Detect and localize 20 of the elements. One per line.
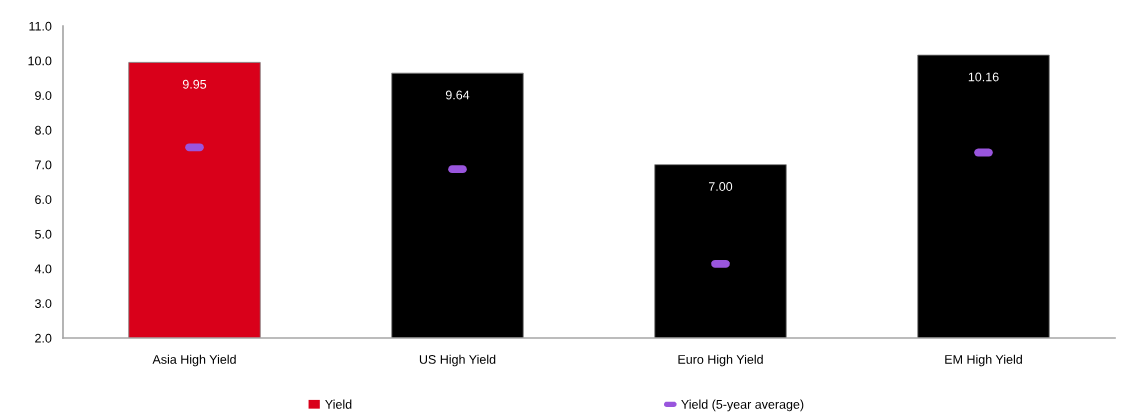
y-tick-label: 11.0 xyxy=(29,21,52,31)
legend-label: Yield (5-year average) xyxy=(681,399,804,412)
y-tick-label: 9.0 xyxy=(35,91,52,100)
y-tick-label: 10.0 xyxy=(28,56,52,66)
y-tick-label: 7.0 xyxy=(35,160,52,170)
x-tick-label: EM High Yield xyxy=(945,354,1022,367)
data-label: 9.95 xyxy=(182,79,207,89)
y-tick-label: 6.0 xyxy=(35,195,52,204)
y-tick-label: 4.0 xyxy=(34,264,52,274)
y-tick-label: 3.0 xyxy=(34,299,52,308)
y-tick-label: 5.0 xyxy=(35,229,52,239)
y-tick-label: 8.0 xyxy=(35,125,52,135)
x-tick-label: US High Yield xyxy=(419,354,496,367)
legend-label: Yield xyxy=(325,399,352,409)
x-tick-label: Asia High Yield xyxy=(152,354,236,367)
data-label: 9.64 xyxy=(445,90,470,100)
data-label: 7.00 xyxy=(708,182,733,191)
y-tick-label: 2.0 xyxy=(35,333,52,343)
data-label: 10.16 xyxy=(968,72,999,82)
x-tick-label: Euro High Yield xyxy=(678,354,763,367)
